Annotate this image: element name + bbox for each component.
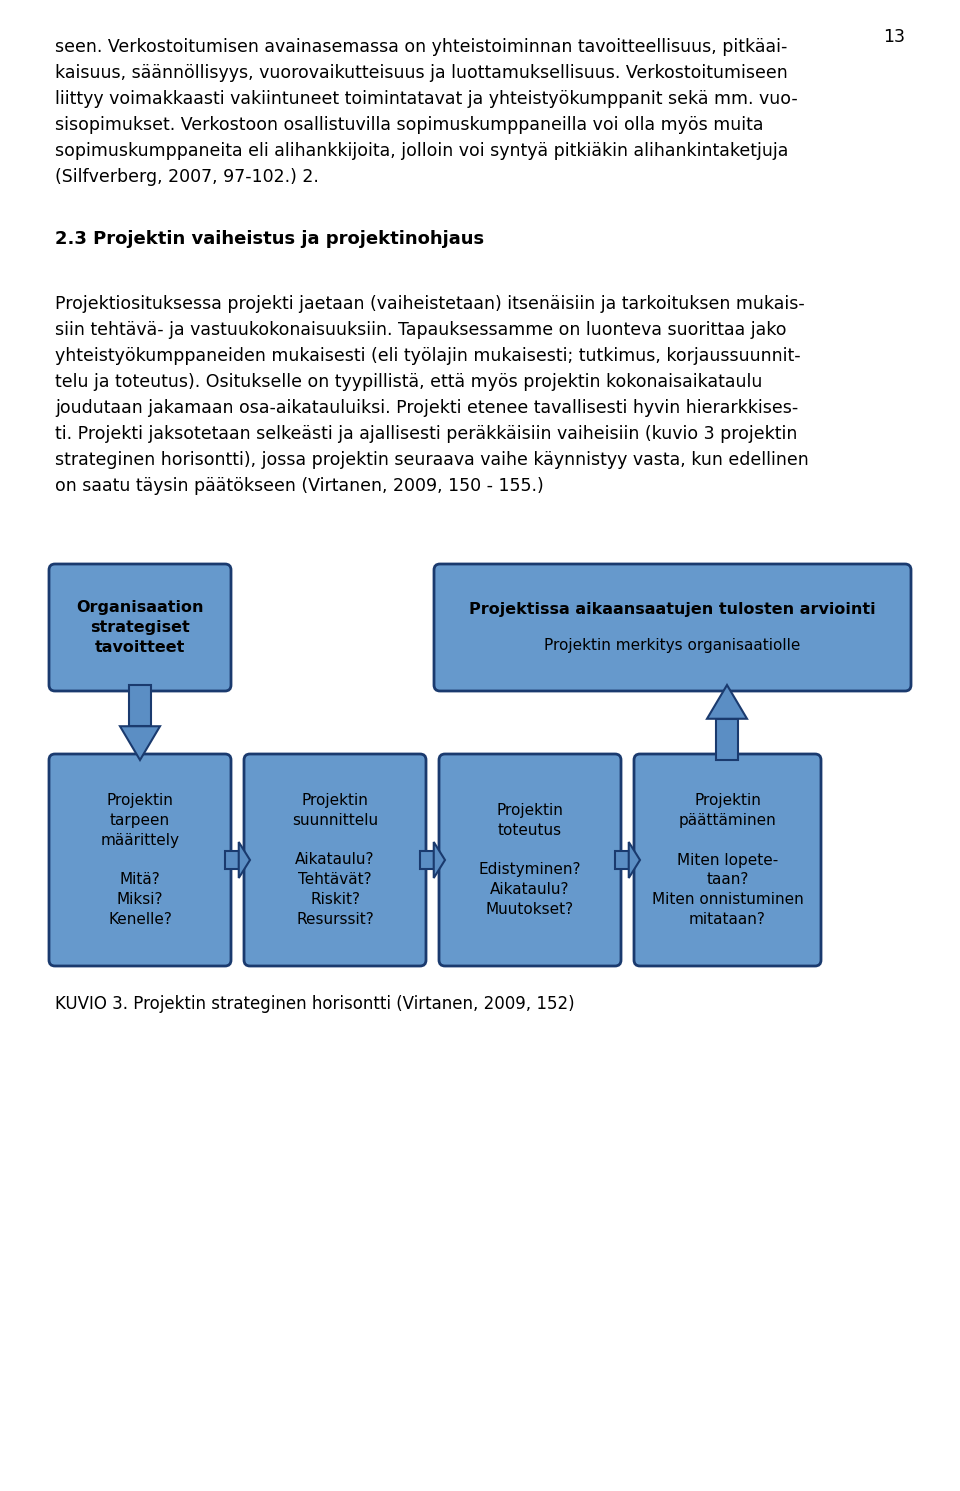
Polygon shape [420, 851, 434, 869]
Text: Projektin
toteutus

Edistyminen?
Aikataulu?
Muutokset?: Projektin toteutus Edistyminen? Aikataul… [479, 804, 581, 917]
Text: yhteistyökumppaneiden mukaisesti (eli työlajin mukaisesti; tutkimus, korjaussuun: yhteistyökumppaneiden mukaisesti (eli ty… [55, 347, 801, 365]
FancyBboxPatch shape [434, 564, 911, 690]
Text: Projektin
tarpeen
määrittely

Mitä?
Miksi?
Kenelle?: Projektin tarpeen määrittely Mitä? Miksi… [101, 793, 180, 927]
Text: Projektin
suunnittelu

Aikataulu?
Tehtävät?
Riskit?
Resurssit?: Projektin suunnittelu Aikataulu? Tehtävä… [292, 793, 378, 927]
Polygon shape [225, 851, 239, 869]
Text: (Silfverberg, 2007, 97-102.) 2.: (Silfverberg, 2007, 97-102.) 2. [55, 168, 319, 186]
Polygon shape [615, 851, 629, 869]
Text: ti. Projekti jaksotetaan selkeästi ja ajallisesti peräkkäisiin vaiheisiin (kuvio: ti. Projekti jaksotetaan selkeästi ja aj… [55, 425, 798, 443]
Text: telu ja toteutus). Ositukselle on tyypillistä, että myös projektin kokonaisaikat: telu ja toteutus). Ositukselle on tyypil… [55, 373, 762, 391]
FancyBboxPatch shape [439, 754, 621, 966]
Polygon shape [120, 726, 160, 760]
Text: KUVIO 3. Projektin strateginen horisontti (Virtanen, 2009, 152): KUVIO 3. Projektin strateginen horisontt… [55, 994, 575, 1012]
Text: joudutaan jakamaan osa-aikatauluiksi. Projekti etenee tavallisesti hyvin hierark: joudutaan jakamaan osa-aikatauluiksi. Pr… [55, 400, 799, 417]
Polygon shape [434, 842, 445, 878]
Text: liittyy voimakkaasti vakiintuneet toimintatavat ja yhteistyökumppanit sekä mm. v: liittyy voimakkaasti vakiintuneet toimin… [55, 89, 798, 107]
Text: strateginen horisontti), jossa projektin seuraava vaihe käynnistyy vasta, kun ed: strateginen horisontti), jossa projektin… [55, 450, 808, 470]
Text: Projektin
päättäminen

Miten lopete-
taan?
Miten onnistuminen
mitataan?: Projektin päättäminen Miten lopete- taan… [652, 793, 804, 927]
Polygon shape [239, 842, 250, 878]
Text: 2.3 Projektin vaiheistus ja projektinohjaus: 2.3 Projektin vaiheistus ja projektinohj… [55, 230, 484, 248]
Text: Projektiosituksessa projekti jaetaan (vaiheistetaan) itsenäisiin ja tarkoituksen: Projektiosituksessa projekti jaetaan (va… [55, 295, 804, 313]
Text: sisopimukset. Verkostoon osallistuvilla sopimuskumppaneilla voi olla myös muita: sisopimukset. Verkostoon osallistuvilla … [55, 116, 763, 134]
Text: sopimuskumppaneita eli alihankkijoita, jolloin voi syntyä pitkiäkin alihankintak: sopimuskumppaneita eli alihankkijoita, j… [55, 142, 788, 160]
FancyBboxPatch shape [49, 754, 231, 966]
Polygon shape [707, 684, 747, 719]
Polygon shape [629, 842, 640, 878]
Text: seen. Verkostoitumisen avainasemassa on yhteistoiminnan tavoitteellisuus, pitkäa: seen. Verkostoitumisen avainasemassa on … [55, 37, 787, 57]
Text: Projektissa aikaansaatujen tulosten arviointi: Projektissa aikaansaatujen tulosten arvi… [469, 602, 876, 617]
Text: 13: 13 [883, 28, 905, 46]
FancyBboxPatch shape [634, 754, 821, 966]
Polygon shape [129, 684, 151, 726]
FancyBboxPatch shape [244, 754, 426, 966]
Text: Projektin merkitys organisaatiolle: Projektin merkitys organisaatiolle [544, 638, 801, 653]
Text: kaisuus, säännöllisyys, vuorovaikutteisuus ja luottamuksellisuus. Verkostoitumis: kaisuus, säännöllisyys, vuorovaikutteisu… [55, 64, 788, 82]
Text: on saatu täysin päätökseen (Virtanen, 2009, 150 - 155.): on saatu täysin päätökseen (Virtanen, 20… [55, 477, 543, 495]
Text: siin tehtävä- ja vastuukokonaisuuksiin. Tapauksessamme on luonteva suorittaa jak: siin tehtävä- ja vastuukokonaisuuksiin. … [55, 321, 786, 338]
Text: Organisaation
strategiset
tavoitteet: Organisaation strategiset tavoitteet [76, 601, 204, 655]
Polygon shape [716, 719, 738, 760]
FancyBboxPatch shape [49, 564, 231, 690]
